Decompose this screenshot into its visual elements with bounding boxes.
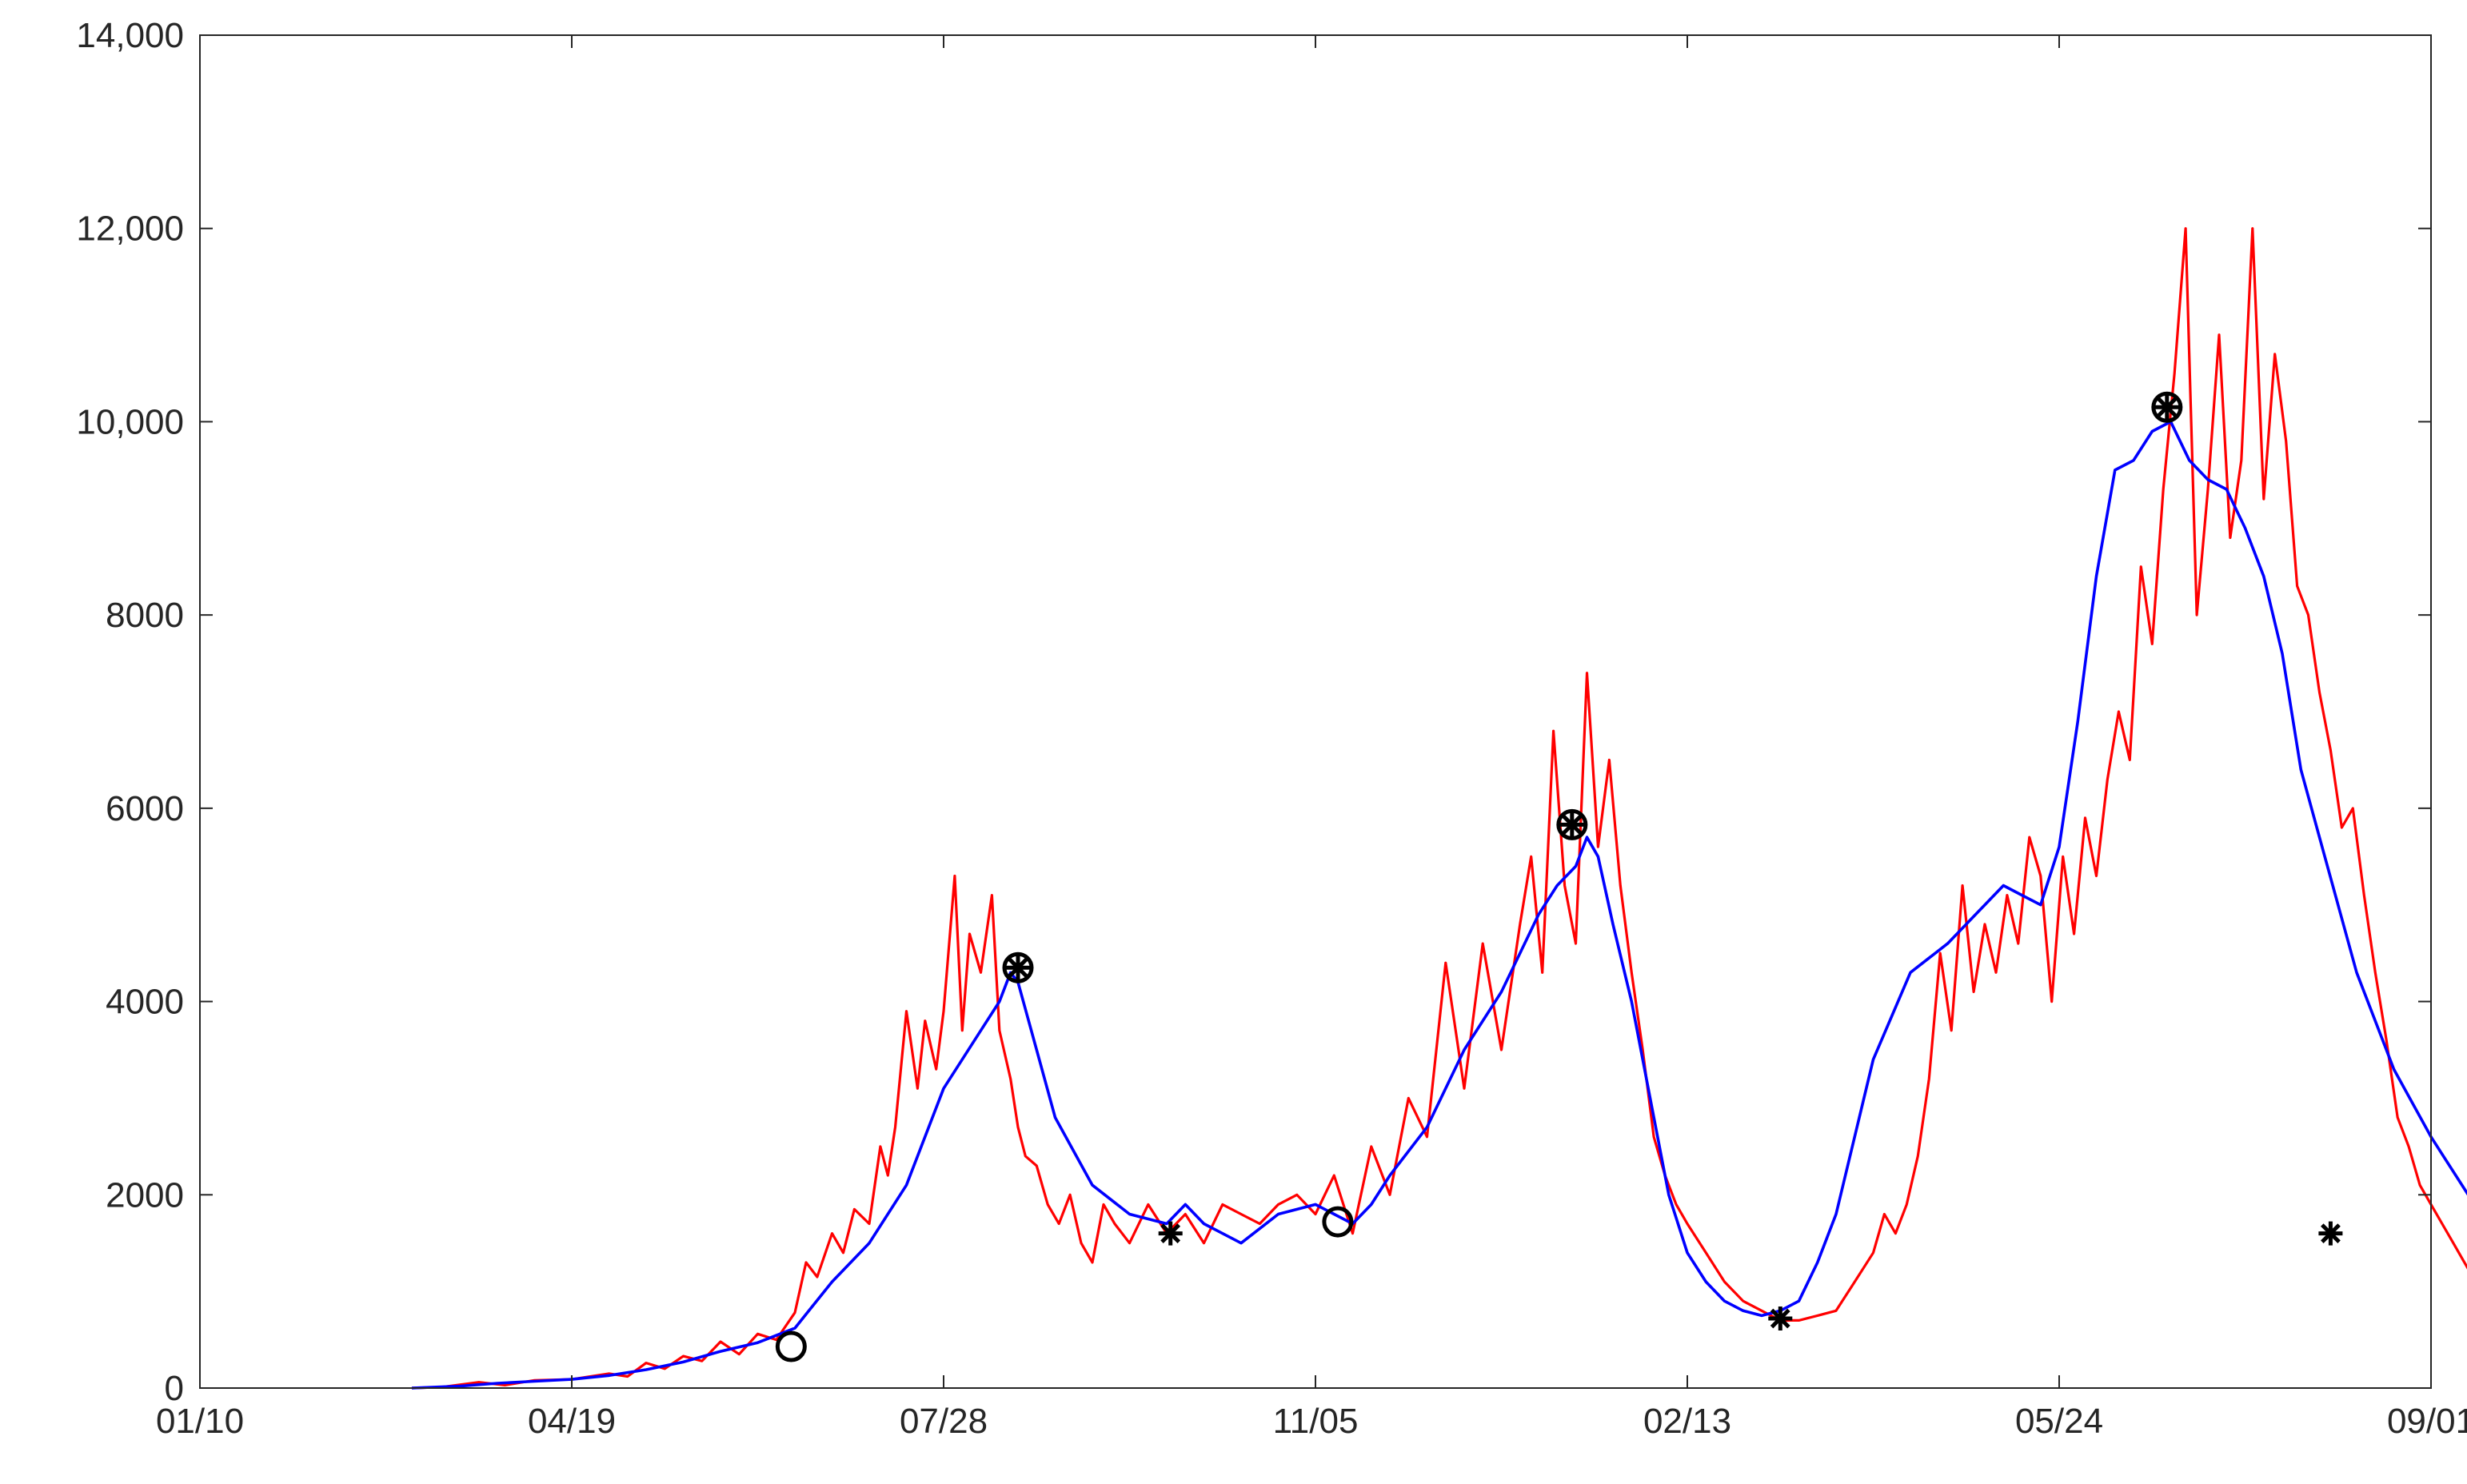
x-tick-label: 02/13 [1643, 1402, 1731, 1441]
axes-layer: 0 2000 4000 6000 8000 10,000 12,000 14,000 01/10… [76, 16, 2467, 1441]
x-tick-label: 07/28 [900, 1402, 988, 1441]
y-tick-label: 6000 [106, 789, 184, 828]
marker-circle-star-6 [2151, 391, 2183, 423]
marker-star-2 [1158, 1221, 1183, 1246]
x-tick-label: 09/01 [2387, 1402, 2467, 1441]
x-tick-label: 05/24 [2015, 1402, 2103, 1441]
marker-layer [775, 391, 2343, 1362]
marker-circle-star-1 [1002, 951, 1034, 983]
axes-box [199, 34, 2432, 1389]
series-layer [411, 227, 2467, 1390]
y-tick-label: 0 [165, 1369, 184, 1408]
y-tick-label: 8000 [106, 596, 184, 635]
y-tick-label: 2000 [106, 1175, 184, 1215]
marker-circle-3 [1322, 1206, 1354, 1238]
series-line-smoothed [411, 420, 2467, 1390]
marker-circle-0 [775, 1330, 807, 1362]
series-line-daily [411, 227, 2467, 1390]
y-tick-label: 10,000 [76, 402, 184, 441]
marker-star-5 [1768, 1306, 1793, 1330]
marker-star-7 [2318, 1221, 2343, 1246]
x-tick-label: 04/19 [528, 1402, 616, 1441]
y-tick-label: 14,000 [76, 16, 184, 55]
x-tick-label: 11/05 [1273, 1402, 1359, 1441]
y-tick-label: 4000 [106, 983, 184, 1022]
marker-circle-star-4 [1556, 808, 1588, 840]
y-tick-label: 12,000 [76, 209, 184, 249]
x-tick-label: 01/10 [156, 1402, 244, 1441]
